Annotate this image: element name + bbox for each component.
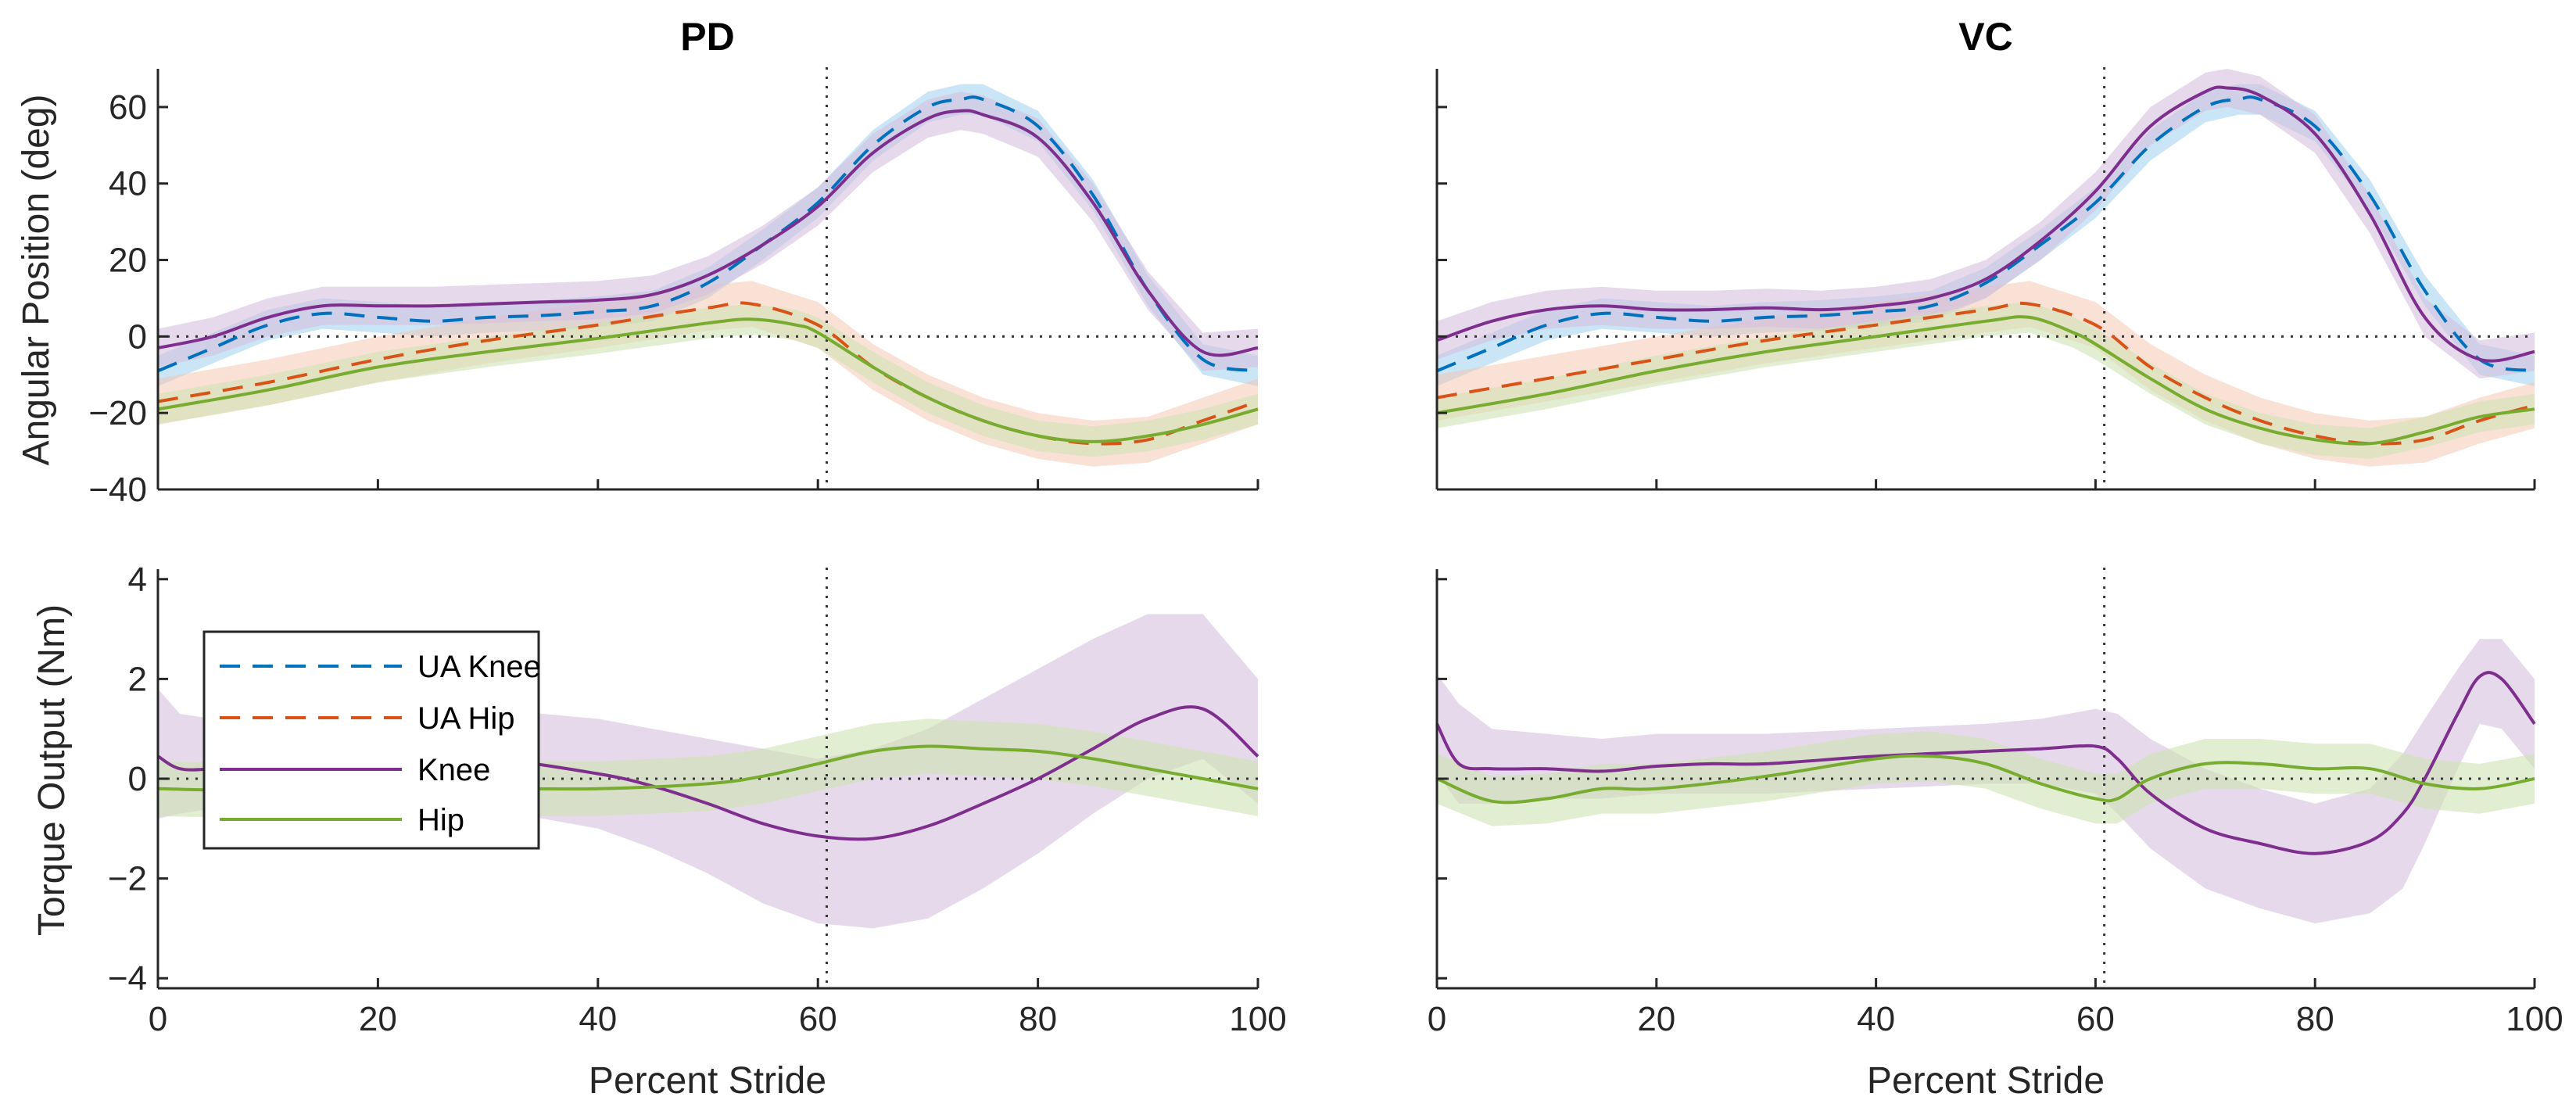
x-axis-label-pd: Percent Stride bbox=[589, 1060, 826, 1102]
series-line-hip-vc-angle bbox=[1436, 315, 2535, 446]
band-ua-knee-vc-angle bbox=[1437, 84, 2535, 386]
y-axis-label-angle: Angular Position (deg) bbox=[16, 95, 57, 466]
y-tick-label-pd-torque-0: 0 bbox=[128, 760, 147, 798]
legend-label-knee: Knee bbox=[417, 753, 490, 787]
y-tick-label-pd-angle--20: −20 bbox=[88, 394, 147, 432]
x-tick-label-vc-torque-40: 40 bbox=[1857, 1000, 1895, 1038]
x-tick-label-vc-torque-100: 100 bbox=[2506, 1000, 2563, 1038]
x-tick-label-pd-torque-60: 60 bbox=[799, 1000, 837, 1038]
series-line-ua-hip-pd-angle bbox=[157, 301, 1259, 446]
y-tick-label-pd-angle-60: 60 bbox=[109, 88, 147, 127]
x-tick-label-pd-torque-20: 20 bbox=[359, 1000, 397, 1038]
x-tick-label-vc-torque-0: 0 bbox=[1428, 1000, 1446, 1038]
y-tick-label-pd-torque--2: −2 bbox=[108, 860, 147, 898]
series-line-ua-knee-vc-angle bbox=[1436, 95, 2535, 373]
series-line-knee-vc-torque bbox=[1435, 671, 2536, 855]
legend-box bbox=[202, 630, 540, 850]
y-tick-label-pd-angle-0: 0 bbox=[128, 317, 147, 356]
legend-label-ua-knee: UA Knee bbox=[417, 650, 541, 684]
x-tick-label-pd-torque-100: 100 bbox=[1229, 1000, 1286, 1038]
axes-pd-angle: −40 −20 0 20 40 60 bbox=[88, 67, 1259, 509]
legend: UA Knee UA Hip Knee Hip bbox=[202, 630, 541, 850]
band-hip-pd-angle bbox=[158, 303, 1258, 457]
axes-vc-angle bbox=[1435, 67, 2536, 491]
band-knee-pd-angle bbox=[158, 91, 1258, 371]
panel-title-vc: VC bbox=[1958, 15, 2012, 59]
y-tick-label-pd-angle--40: −40 bbox=[88, 471, 147, 509]
y-tick-label-pd-torque-2: 2 bbox=[128, 660, 147, 698]
x-tick-label-vc-torque-20: 20 bbox=[1637, 1000, 1675, 1038]
y-axis-label-torque: Torque Output (Nm) bbox=[31, 604, 73, 936]
band-ua-knee-pd-angle bbox=[158, 84, 1258, 386]
x-tick-label-pd-torque-40: 40 bbox=[579, 1000, 617, 1038]
x-tick-label-vc-torque-80: 80 bbox=[2296, 1000, 2334, 1038]
y-tick-label-pd-angle-20: 20 bbox=[109, 242, 147, 280]
series-line-ua-hip-vc-angle bbox=[1436, 301, 2535, 446]
band-knee-vc-angle bbox=[1437, 69, 2535, 379]
panel-title-pd: PD bbox=[680, 15, 734, 59]
series-line-knee-pd-angle bbox=[157, 109, 1259, 357]
x-tick-label-pd-torque-0: 0 bbox=[149, 1000, 167, 1038]
y-tick-label-pd-torque-4: 4 bbox=[128, 561, 147, 599]
x-axis-label-vc: Percent Stride bbox=[1867, 1060, 2105, 1102]
band-hip-vc-torque bbox=[1437, 731, 2535, 826]
legend-label-hip: Hip bbox=[417, 803, 464, 837]
series-line-hip-vc-torque bbox=[1436, 754, 2535, 805]
axes-vc-torque: 0 20 40 60 80 100 bbox=[1428, 568, 2563, 1038]
series-line-knee-vc-angle bbox=[1436, 85, 2535, 363]
legend-label-ua-hip: UA Hip bbox=[417, 701, 515, 736]
y-tick-label-pd-angle-40: 40 bbox=[109, 165, 147, 203]
series-line-hip-pd-angle bbox=[157, 317, 1259, 443]
x-tick-label-pd-torque-80: 80 bbox=[1019, 1000, 1057, 1038]
x-tick-label-vc-torque-60: 60 bbox=[2076, 1000, 2115, 1038]
y-tick-label-pd-torque--4: −4 bbox=[108, 959, 147, 998]
